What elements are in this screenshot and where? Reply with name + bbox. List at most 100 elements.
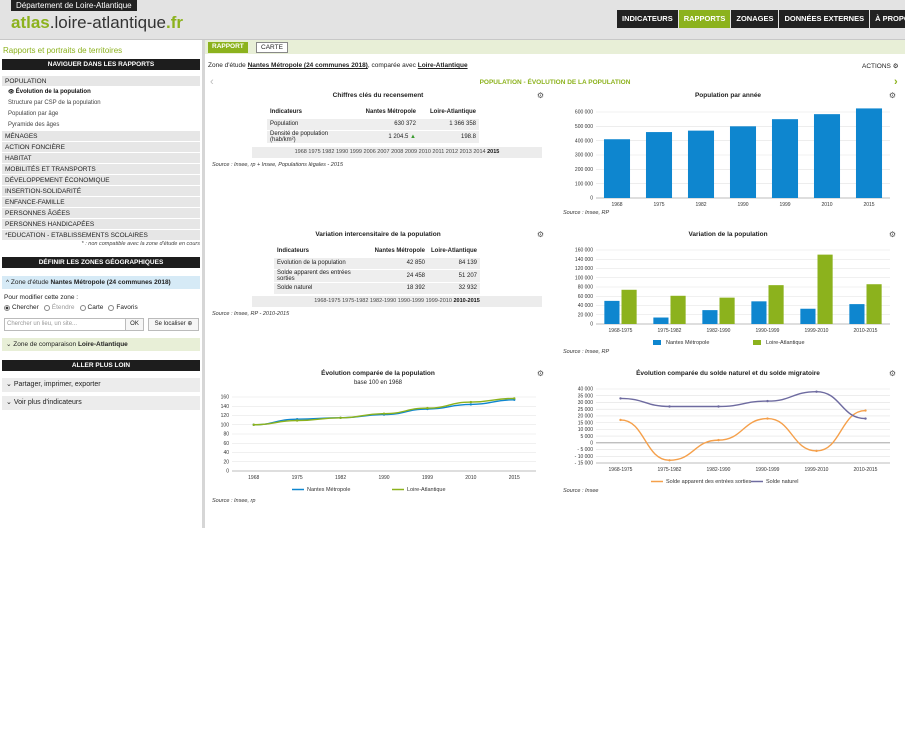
report-section[interactable]: *EDUCATION - ETABLISSEMENTS SCOLAIRES: [2, 230, 200, 241]
site-logo[interactable]: atlas.loire-atlantique.fr: [11, 13, 183, 32]
tab-carte[interactable]: CARTE: [256, 42, 288, 53]
selector-option[interactable]: 1975: [308, 149, 321, 155]
nav-rapports[interactable]: RAPPORTS: [678, 10, 731, 28]
selector-option[interactable]: 2006: [363, 149, 376, 155]
intercensal-title: Variation intercensitaire de la populati…: [315, 231, 441, 238]
var-chart-title: Variation de la population: [688, 231, 768, 238]
gear-icon[interactable]: ⚙: [536, 369, 544, 378]
selector-option[interactable]: 1990: [335, 149, 349, 155]
selector-option[interactable]: 1968-1975: [314, 298, 341, 304]
nav-indicateurs[interactable]: INDICATEURS: [617, 10, 678, 28]
data-point: [426, 406, 429, 410]
data-point: [339, 416, 342, 420]
report-subitem[interactable]: Pyramide des âges: [2, 120, 200, 131]
zone-etude-toggle[interactable]: ^ Zone d'étude Nantes Métropole (24 comm…: [2, 276, 200, 289]
locate-button[interactable]: Se localiser ⊕: [148, 318, 199, 331]
report-section[interactable]: MOBILITÉS ET TRANSPORTS: [2, 164, 200, 175]
x-tick-label: 1999-2010: [805, 467, 829, 473]
compat-note: * : non compatible avec la zone d'étude …: [81, 241, 200, 247]
target-icon: ⊕: [187, 321, 193, 327]
selector-option[interactable]: 1982: [322, 149, 335, 155]
selector-option[interactable]: 2014: [473, 149, 486, 155]
selector-option[interactable]: 2015: [487, 149, 500, 155]
report-section[interactable]: ACTION FONCIÈRE: [2, 142, 200, 153]
compare-chart: 0 20 40 60 80 100 120 140 160 1968 1975 1982 1990 199…: [221, 395, 536, 493]
report-section[interactable]: PERSONNES HANDICAPÉES: [2, 219, 200, 230]
department-label[interactable]: Département de Loire-Atlantique: [11, 0, 137, 11]
report-section[interactable]: ENFANCE-FAMILLE: [2, 197, 200, 208]
x-tick-label: 1968: [248, 475, 259, 481]
selector-option[interactable]: 2010: [418, 149, 431, 155]
previous-report-arrow[interactable]: ‹: [210, 76, 214, 88]
series-line: [253, 397, 515, 426]
study-zone-link[interactable]: Nantes Métropole (24 communes 2018): [247, 62, 368, 69]
x-tick-label: 1982: [335, 475, 346, 481]
x-tick-label: 2010-2015: [854, 467, 878, 473]
selector-option[interactable]: 1982-1990: [369, 298, 397, 304]
y-tick-label: 60: [223, 441, 229, 447]
report-subitem[interactable]: 👁 Évolution de la population: [2, 87, 200, 98]
study-zone-line: Zone d'étude Nantes Métropole (24 commun…: [208, 62, 468, 69]
report-section[interactable]: POPULATION: [2, 76, 200, 87]
radio-etendre[interactable]: Étendre: [43, 304, 75, 311]
gear-icon[interactable]: ⚙: [536, 91, 544, 100]
selector-option[interactable]: 2012: [445, 149, 459, 155]
selector-option[interactable]: 1999-2010: [425, 298, 452, 304]
report-subitem[interactable]: Population par âge: [2, 109, 200, 120]
selector-option[interactable]: 2011: [432, 149, 445, 155]
place-search-input[interactable]: Chercher un lieu, un site...: [4, 318, 126, 331]
modify-zone-label: Pour modifier cette zone :: [4, 294, 79, 301]
data-point: [717, 405, 720, 408]
nav-donnees-externes[interactable]: DONNÉES EXTERNES: [779, 10, 870, 28]
report-section[interactable]: INSERTION-SOLIDARITÉ: [2, 186, 200, 197]
x-tick-label: 1982: [695, 202, 706, 208]
report-section[interactable]: HABITAT: [2, 153, 200, 164]
selector-option[interactable]: 2007: [377, 149, 390, 155]
table-row: Evolution de la population 42 850 84 139: [274, 256, 480, 269]
selector-option[interactable]: 1968: [294, 149, 307, 155]
search-ok-button[interactable]: OK: [125, 318, 144, 331]
selector-option[interactable]: 1975-1982: [342, 298, 369, 304]
x-tick-label: 2015: [863, 202, 874, 208]
nav-a-propos[interactable]: À PROPOS...: [870, 10, 905, 28]
report-section[interactable]: PERSONNES ÂGÉES: [2, 208, 200, 219]
share-button[interactable]: ⌄ Partager, imprimer, exporter: [2, 378, 200, 392]
period-selector: 1968-1975 1975-1982 1982-1990 1990-1999 …: [252, 296, 542, 307]
y-tick-label: 0: [590, 322, 593, 328]
gear-icon[interactable]: ⚙: [888, 91, 896, 100]
report-section[interactable]: MÉNAGES: [2, 131, 200, 142]
x-tick-label: 2010: [821, 202, 832, 208]
data-point: [766, 399, 769, 403]
radio-carte[interactable]: Carte: [79, 304, 103, 311]
selector-option[interactable]: 2013: [459, 149, 472, 155]
bar: [849, 304, 865, 324]
selector-option[interactable]: 2010-2015: [453, 298, 480, 304]
report-section[interactable]: DÉVELOPPEMENT ÉCONOMIQUE: [2, 175, 200, 186]
y-tick-label: 200 000: [575, 167, 593, 173]
chevron-down-icon: ⌄: [6, 399, 12, 406]
selector-option[interactable]: 2008: [391, 149, 404, 155]
gear-icon[interactable]: ⚙: [536, 230, 544, 239]
selector-option[interactable]: 2009: [404, 149, 418, 155]
comparison-zone-link[interactable]: Loire-Atlantique: [417, 62, 468, 69]
table-row: Densité de population (hab/km²) 1 204.5 …: [267, 129, 479, 143]
y-tick-label: 30 000: [578, 400, 594, 406]
selector-option[interactable]: 1999: [349, 149, 362, 155]
more-indicators-button[interactable]: ⌄ Voir plus d'indicateurs: [2, 396, 200, 410]
tab-rapport[interactable]: RAPPORT: [208, 42, 248, 53]
radio-chercher[interactable]: Chercher: [4, 304, 39, 311]
gear-icon[interactable]: ⚙: [888, 369, 896, 378]
actions-menu[interactable]: ACTIONS ⚙: [862, 63, 899, 70]
report-subitem[interactable]: Structure par CSP de la population: [2, 98, 200, 109]
radio-favoris[interactable]: Favoris: [108, 304, 138, 311]
selector-option[interactable]: 1990-1999: [397, 298, 425, 304]
zone-comparaison-toggle[interactable]: ⌄ Zone de comparaison Loire-Atlantique: [2, 338, 200, 351]
gear-icon[interactable]: ⚙: [888, 230, 896, 239]
y-tick-label: 10 000: [578, 427, 594, 433]
y-tick-label: 120 000: [575, 266, 593, 272]
next-report-arrow[interactable]: ›: [894, 76, 898, 88]
nav-zonages[interactable]: ZONAGES: [731, 10, 779, 28]
data-point: [815, 449, 818, 453]
table-row: Population 630 372 1 366 358: [267, 117, 479, 130]
